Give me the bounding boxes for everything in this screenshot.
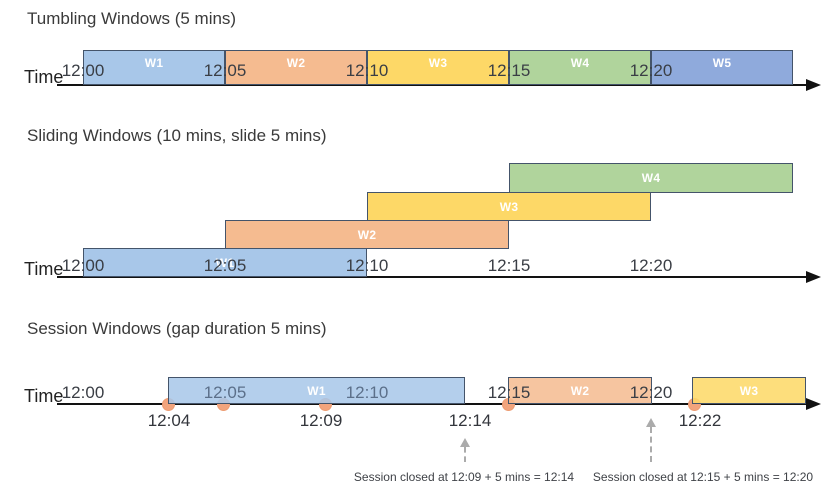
session-section-title: Session Windows (gap duration 5 mins) — [27, 319, 327, 338]
tick-label: 12:05 — [203, 383, 247, 402]
tick-label: 12:00 — [61, 383, 105, 402]
window-label: W3 — [428, 56, 448, 70]
window-label: W5 — [712, 56, 732, 70]
window-bar-w1: W1 — [168, 377, 465, 404]
session-close-annotation: Session closed at 12:09 + 5 mins = 12:14 — [353, 470, 575, 484]
sliding-section-title: Sliding Windows (10 mins, slide 5 mins) — [27, 126, 327, 145]
tick-label: 12:00 — [61, 61, 105, 80]
tumbling-time-axis-label: Time — [24, 67, 64, 87]
window-label: W2 — [357, 227, 377, 242]
time-axis-line — [57, 403, 806, 405]
annotation-arrow-line — [464, 447, 466, 462]
time-axis-line — [57, 276, 806, 278]
axis-arrow-icon — [806, 271, 821, 283]
axis-arrow-icon — [806, 79, 821, 91]
tick-label: 12:10 — [345, 61, 389, 80]
time-axis-line — [57, 84, 806, 86]
window-bar-w5: W5 — [651, 50, 793, 85]
axis-arrow-icon — [806, 398, 821, 410]
window-label: W3 — [499, 199, 519, 214]
window-bar-w2: W2 — [508, 377, 652, 404]
window-label: W4 — [570, 56, 590, 70]
tumbling-section-title: Tumbling Windows (5 mins) — [27, 9, 237, 28]
window-label: W1 — [215, 255, 235, 270]
tick-label: 12:20 — [629, 61, 673, 80]
event-time-label: 12:14 — [448, 411, 492, 430]
window-bar-w4: W4 — [509, 50, 651, 85]
annotation-arrow-icon — [460, 438, 470, 447]
window-label: W1 — [307, 383, 326, 398]
window-bar-w3: W3 — [367, 50, 509, 85]
window-bar-w4: W4 — [509, 163, 793, 193]
tick-label: 12:10 — [345, 256, 389, 275]
event-time-label: 12:22 — [678, 411, 722, 430]
annotation-arrow-line — [650, 427, 652, 462]
event-time-label: 12:09 — [299, 411, 343, 430]
tick-label: 12:10 — [345, 383, 389, 402]
window-label: W1 — [144, 56, 164, 70]
annotation-arrow-icon — [646, 418, 656, 427]
window-bar-w1: W1 — [83, 50, 225, 85]
window-bar-w2: W2 — [225, 220, 509, 249]
window-label: W2 — [286, 56, 306, 70]
tick-label: 12:20 — [629, 383, 673, 402]
tick-label: 12:05 — [203, 61, 247, 80]
tick-label: 12:00 — [61, 256, 105, 275]
tick-label: 12:15 — [487, 383, 531, 402]
tick-label: 12:20 — [629, 256, 673, 275]
event-time-label: 12:04 — [147, 411, 191, 430]
window-label: W2 — [570, 383, 590, 398]
window-bar-w2: W2 — [225, 50, 367, 85]
window-label: W4 — [641, 171, 661, 185]
window-bar-w3: W3 — [692, 377, 806, 404]
session-close-annotation: Session closed at 12:15 + 5 mins = 12:20 — [592, 470, 814, 484]
tick-label: 12:15 — [487, 256, 531, 275]
window-bar-w3: W3 — [367, 192, 651, 221]
window-label: W3 — [739, 383, 759, 398]
session-time-axis-label: Time — [24, 386, 64, 406]
tick-label: 12:15 — [487, 61, 531, 80]
sliding-time-axis-label: Time — [24, 259, 64, 279]
tick-label: 12:05 — [203, 256, 247, 275]
